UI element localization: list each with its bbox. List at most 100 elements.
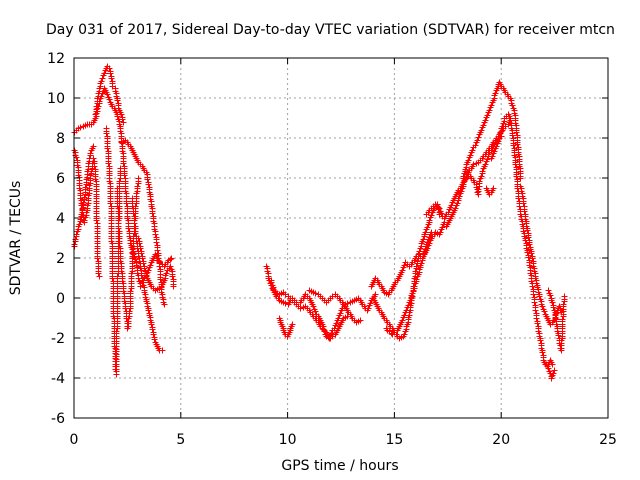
plot-frame	[73, 57, 609, 419]
data-point	[458, 188, 465, 195]
y-tick-label: 12	[47, 51, 65, 67]
data-point	[521, 208, 528, 215]
data-point	[460, 173, 467, 180]
data-point	[169, 273, 176, 280]
data-point	[114, 97, 121, 104]
data-point	[411, 283, 418, 290]
data-point	[460, 181, 467, 188]
data-point	[550, 304, 557, 311]
y-tick-labels: -6 -4 -2 0 2 4 6 8 10 12	[47, 51, 65, 427]
data-point	[139, 255, 146, 262]
data-point	[77, 216, 84, 223]
data-point	[472, 142, 479, 149]
axis-ticks	[73, 57, 609, 419]
data-point	[520, 200, 527, 207]
data-point	[119, 116, 126, 123]
data-point	[488, 102, 495, 109]
data-point	[282, 300, 289, 307]
data-point	[76, 221, 83, 228]
data-point	[513, 129, 520, 136]
data-point	[555, 332, 562, 339]
data-point	[106, 96, 113, 103]
data-point	[484, 112, 491, 119]
data-point	[412, 268, 419, 275]
data-point	[77, 124, 84, 131]
y-axis-label: SDTVAR / TECUs	[8, 181, 24, 296]
data-point	[137, 245, 144, 252]
data-point	[151, 336, 158, 343]
data-point	[495, 138, 502, 145]
data-point	[116, 178, 123, 185]
data-point	[153, 239, 160, 246]
data-point	[399, 267, 406, 274]
x-tick-label: 10	[279, 432, 297, 448]
data-point	[530, 291, 537, 298]
data-point	[147, 262, 154, 269]
x-tick-label: 0	[70, 432, 79, 448]
data-point	[422, 229, 429, 236]
data-point	[532, 307, 539, 314]
data-point	[149, 326, 156, 333]
data-point	[439, 224, 446, 231]
data-point	[514, 141, 521, 148]
data-point	[525, 234, 532, 241]
data-point	[154, 247, 161, 254]
data-point	[426, 217, 433, 224]
data-point	[161, 301, 168, 308]
data-point	[513, 173, 520, 180]
x-axis-label: GPS time / hours	[281, 458, 398, 474]
data-point	[529, 283, 536, 290]
data-point	[539, 303, 546, 310]
data-point	[524, 249, 531, 256]
data-point	[478, 127, 485, 134]
data-point	[541, 308, 548, 315]
data-point	[479, 168, 486, 175]
data-point	[528, 250, 535, 257]
data-point	[145, 307, 152, 314]
data-point	[81, 194, 88, 201]
data-point	[437, 229, 444, 236]
data-point	[117, 165, 124, 172]
data-point	[148, 321, 155, 328]
data-point	[409, 290, 416, 297]
data-point	[141, 265, 148, 272]
data-point	[474, 137, 481, 144]
data-point	[167, 263, 174, 270]
data-point	[405, 302, 412, 309]
data-point	[152, 231, 159, 238]
data-point	[509, 102, 516, 109]
data-point	[418, 260, 425, 267]
data-point	[87, 150, 94, 157]
data-point	[413, 263, 420, 270]
data-point	[372, 291, 379, 298]
data-point	[96, 273, 103, 280]
data-point	[525, 254, 532, 261]
data-point	[482, 161, 489, 168]
data-point	[469, 147, 476, 154]
data-point	[560, 301, 567, 308]
data-point	[545, 287, 552, 294]
data-point	[159, 347, 166, 354]
data-point	[401, 262, 408, 269]
data-point	[126, 308, 133, 315]
data-point	[143, 272, 150, 279]
data-point	[113, 328, 120, 335]
data-point	[531, 299, 538, 306]
data-point	[118, 111, 125, 118]
data-point	[401, 312, 408, 319]
data-point	[365, 305, 372, 312]
data-point	[549, 299, 556, 306]
data-point	[108, 75, 115, 82]
data-point	[120, 160, 127, 167]
data-point	[168, 255, 175, 262]
data-point	[537, 337, 544, 344]
data-point	[452, 205, 459, 212]
data-point	[436, 205, 443, 212]
data-point	[420, 253, 427, 260]
data-point	[367, 300, 374, 307]
data-point	[547, 292, 554, 299]
data-point	[407, 297, 414, 304]
data-point	[428, 212, 435, 219]
data-point	[424, 224, 431, 231]
